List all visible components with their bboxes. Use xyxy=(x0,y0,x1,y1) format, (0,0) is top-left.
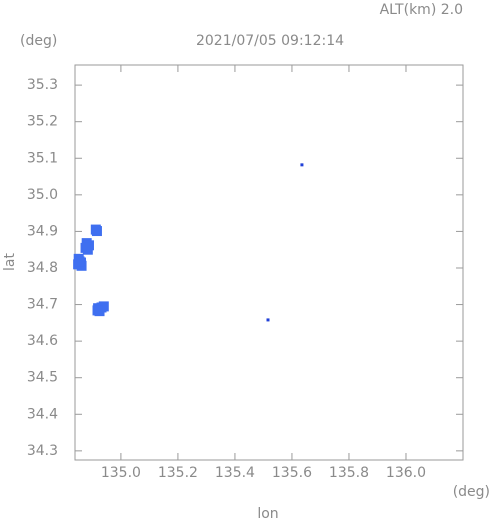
annotation: ALT(km) 2.0 xyxy=(380,2,463,18)
point xyxy=(266,318,270,322)
y-tick-label: 34.7 xyxy=(27,297,58,313)
y-tick-label: 34.6 xyxy=(27,333,58,349)
y-tick-label: 35.0 xyxy=(27,187,58,203)
point xyxy=(98,301,109,312)
y-tick-label: 34.5 xyxy=(27,370,58,386)
x-tick-label: 135.6 xyxy=(272,465,312,481)
x-tick-label: 136.0 xyxy=(386,465,426,481)
plot-frame xyxy=(74,64,464,461)
y-unit: (deg) xyxy=(20,33,57,49)
x-tick-label: 135.8 xyxy=(329,465,369,481)
x-unit: (deg) xyxy=(453,484,490,500)
point xyxy=(74,256,85,267)
x-tick-label: 135.2 xyxy=(158,465,198,481)
y-tick-label: 35.2 xyxy=(27,114,58,130)
y-tick-label: 34.9 xyxy=(27,223,58,239)
point xyxy=(92,305,103,316)
y-axis-label: lat xyxy=(2,253,18,271)
point xyxy=(82,244,93,255)
y-tick-label: 35.1 xyxy=(27,150,58,166)
y-tick-label: 35.3 xyxy=(27,77,58,93)
point xyxy=(300,163,304,167)
y-tick-label: 34.3 xyxy=(27,443,58,459)
point xyxy=(90,224,101,235)
x-axis-label: lon xyxy=(257,506,278,521)
y-tick-label: 34.4 xyxy=(27,406,58,422)
y-tick-label: 34.8 xyxy=(27,260,58,276)
chart-title: 2021/07/05 09:12:14 xyxy=(196,33,344,49)
x-tick-label: 135.0 xyxy=(101,465,141,481)
x-tick-label: 135.4 xyxy=(215,465,255,481)
